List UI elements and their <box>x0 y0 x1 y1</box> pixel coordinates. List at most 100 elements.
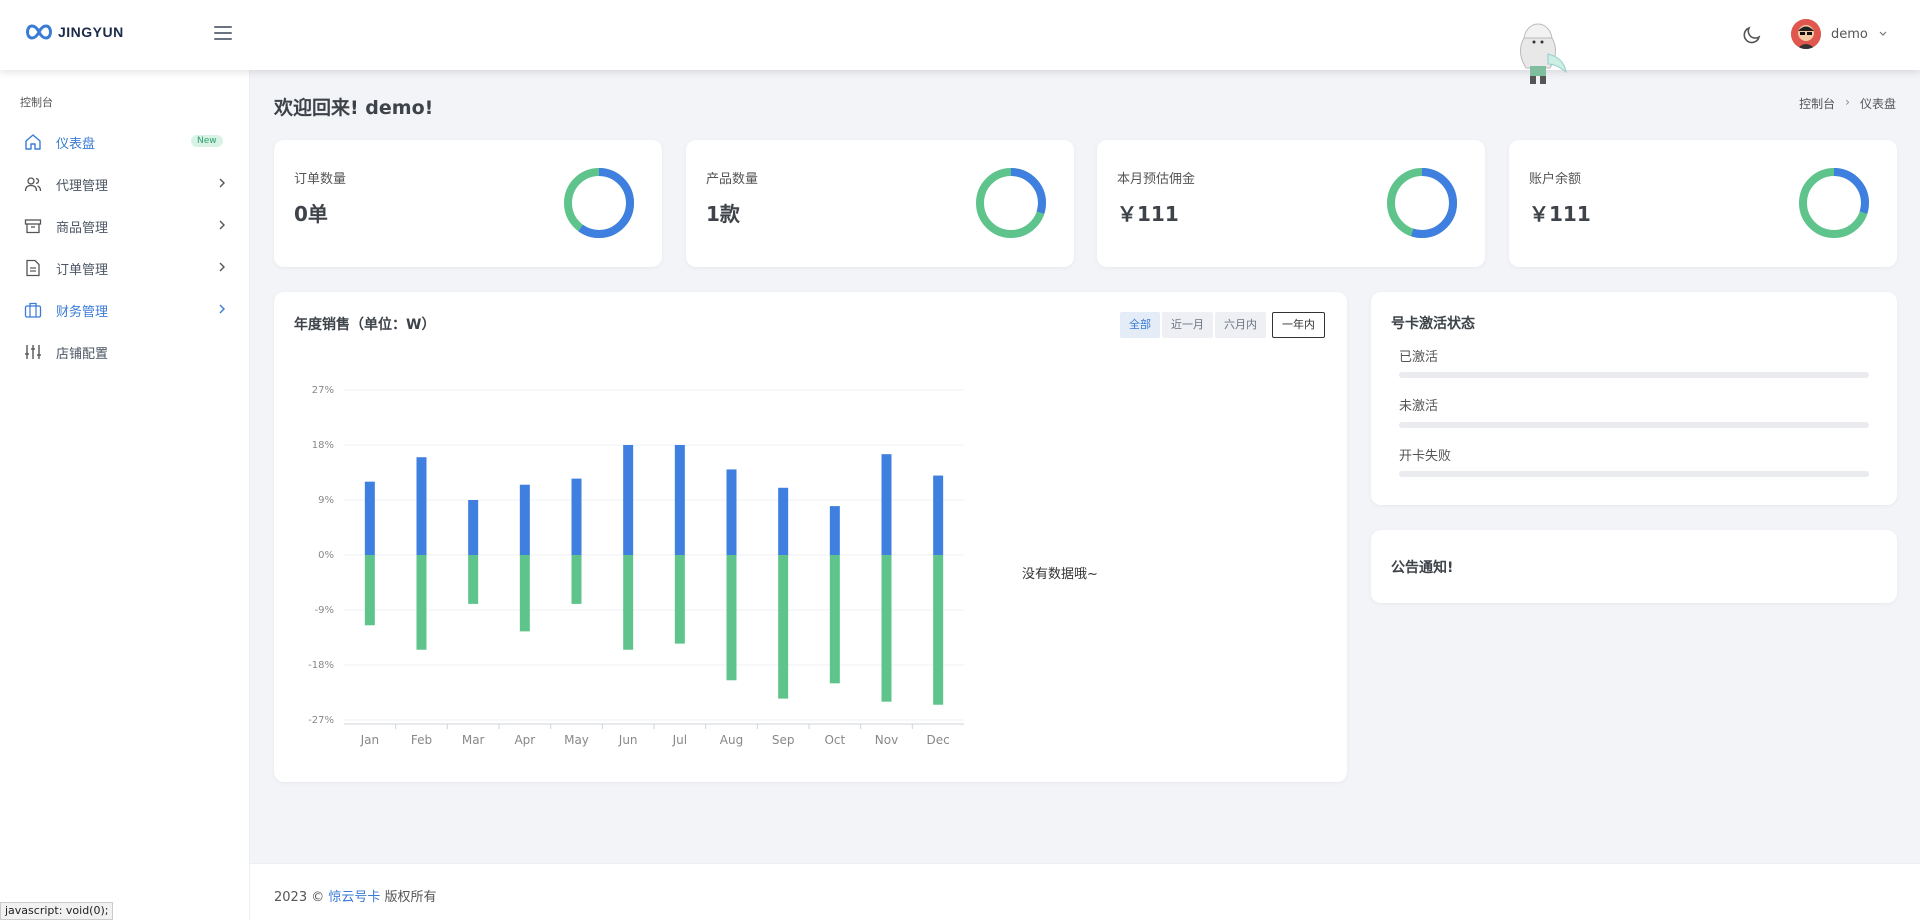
home-icon <box>24 133 42 151</box>
footer: 2023 © 惊云号卡 版权所有 <box>250 863 1920 920</box>
stat-label: 本月预估佣金 <box>1117 172 1196 187</box>
donut-blue-segment <box>1387 168 1457 238</box>
sidebar-section-title: 控制台 <box>20 96 53 109</box>
user-menu[interactable]: demo <box>1791 19 1888 49</box>
y-tick-label: -18% <box>308 660 334 671</box>
users-icon <box>24 175 42 193</box>
y-tick-label: -9% <box>315 605 334 616</box>
breadcrumb-item-console[interactable]: 控制台 <box>1799 97 1836 111</box>
bar[interactable] <box>519 555 530 632</box>
bar[interactable] <box>726 469 737 555</box>
bar[interactable] <box>364 481 375 555</box>
bar[interactable] <box>881 454 892 555</box>
x-tick-label: Oct <box>824 733 845 747</box>
stat-card-commission: 本月预估佣金 ￥111 <box>1097 140 1485 267</box>
sidebar-item-finance[interactable]: 财务管理 <box>0 290 250 330</box>
chevron-right-icon <box>219 262 225 272</box>
x-tick-label: Mar <box>462 733 485 747</box>
bar[interactable] <box>674 555 685 644</box>
bar[interactable] <box>571 478 582 555</box>
bar[interactable] <box>519 484 530 555</box>
chevron-down-icon <box>1879 31 1887 36</box>
bar[interactable] <box>416 555 427 650</box>
sidebar-item-shop-config[interactable]: 店铺配置 <box>0 332 250 372</box>
bar[interactable] <box>881 555 892 702</box>
x-tick-label: Nov <box>875 733 898 747</box>
stat-card-orders: 订单数量 0单 <box>274 140 662 267</box>
sales-bar-chart: 27% 18% 9% 0% -9% -18% -27% Jan Feb Mar Apr May Jun J… <box>308 385 964 747</box>
bar[interactable] <box>364 555 375 626</box>
stat-value: 1款 <box>706 202 740 226</box>
activation-label-inactive: 未激活 <box>1399 399 1439 414</box>
sliders-icon <box>24 343 42 361</box>
bar[interactable] <box>571 555 582 604</box>
sidebar-item-label: 商品管理 <box>56 220 109 236</box>
bar[interactable] <box>623 445 634 555</box>
empty-state-text: 没有数据哦~ <box>1022 567 1098 582</box>
bar[interactable] <box>933 475 944 555</box>
menu-toggle-button[interactable] <box>214 24 232 42</box>
bar[interactable] <box>416 457 427 555</box>
notice-card: 公告通知! <box>1371 530 1897 603</box>
tab-six-months[interactable]: 六月内 <box>1215 312 1266 338</box>
activation-status-card: 号卡激活状态 已激活 未激活 开卡失败 <box>1371 292 1897 505</box>
sidebar-item-label: 仪表盘 <box>56 136 96 152</box>
stat-label: 订单数量 <box>294 172 347 187</box>
document-icon <box>24 259 42 277</box>
tab-last-month[interactable]: 近一月 <box>1162 312 1213 338</box>
activation-label-failed: 开卡失败 <box>1399 449 1452 464</box>
donut-chart <box>564 168 634 238</box>
x-tick-label: Jun <box>618 733 638 747</box>
y-tick-label: 18% <box>312 440 334 451</box>
stat-card-balance: 账户余额 ￥111 <box>1509 140 1897 267</box>
bar[interactable] <box>726 555 737 681</box>
bar[interactable] <box>778 555 789 699</box>
copyright-rights: 版权所有 <box>384 890 437 905</box>
footer-link[interactable]: 惊云号卡 <box>328 890 381 905</box>
avatar[interactable] <box>1791 19 1821 49</box>
sales-title: 年度销售（单位：W） <box>294 317 436 333</box>
x-tick-label: Apr <box>514 733 535 747</box>
new-badge: New <box>191 135 223 147</box>
logo[interactable]: JINGYUN <box>24 22 124 42</box>
donut-blue-segment <box>564 168 634 238</box>
sidebar: 控制台 仪表盘 New 代理管理 商品管理 订单管理 财务管理 <box>0 70 250 920</box>
bar[interactable] <box>778 487 789 555</box>
x-tick-label: Jan <box>360 733 380 747</box>
chevron-right-icon <box>219 178 225 188</box>
progress-bar-failed <box>1399 471 1869 477</box>
sidebar-item-agents[interactable]: 代理管理 <box>0 164 250 204</box>
top-bar: JINGYUN <box>0 0 1920 84</box>
logo-icon <box>26 24 52 40</box>
sidebar-item-dashboard[interactable]: 仪表盘 New <box>0 122 250 162</box>
moon-icon <box>1743 26 1761 44</box>
chevron-right-icon <box>219 220 225 230</box>
bar[interactable] <box>933 555 944 705</box>
sidebar-item-orders[interactable]: 订单管理 <box>0 248 250 288</box>
menu-icon-line <box>214 26 232 28</box>
theme-toggle-button[interactable] <box>1742 25 1762 49</box>
y-tick-label: -27% <box>308 715 334 726</box>
bar[interactable] <box>468 555 479 604</box>
stat-card-products: 产品数量 1款 <box>686 140 1074 267</box>
brand-name: JINGYUN <box>58 24 124 40</box>
tab-all[interactable]: 全部 <box>1120 312 1160 338</box>
sidebar-item-label: 代理管理 <box>56 178 109 194</box>
tab-one-year[interactable]: 一年内 <box>1272 312 1325 338</box>
x-tick-label: Sep <box>772 733 795 747</box>
breadcrumb: 控制台 › 仪表盘 <box>1799 95 1896 112</box>
bar[interactable] <box>623 555 634 650</box>
bar[interactable] <box>468 500 479 555</box>
range-tabs: 全部 近一月 六月内 一年内 <box>1120 312 1325 338</box>
x-tick-label: Feb <box>411 733 432 747</box>
menu-icon-line <box>214 38 232 40</box>
bar[interactable] <box>674 445 685 555</box>
chevron-right-icon <box>219 304 225 314</box>
breadcrumb-item-dashboard: 仪表盘 <box>1859 97 1896 111</box>
bar[interactable] <box>829 555 840 684</box>
x-tick-label: May <box>564 733 589 747</box>
copyright-text: 2023 © 惊云号卡 版权所有 <box>274 886 437 905</box>
activation-title: 号卡激活状态 <box>1391 316 1475 332</box>
sidebar-item-products[interactable]: 商品管理 <box>0 206 250 246</box>
bar[interactable] <box>829 506 840 555</box>
